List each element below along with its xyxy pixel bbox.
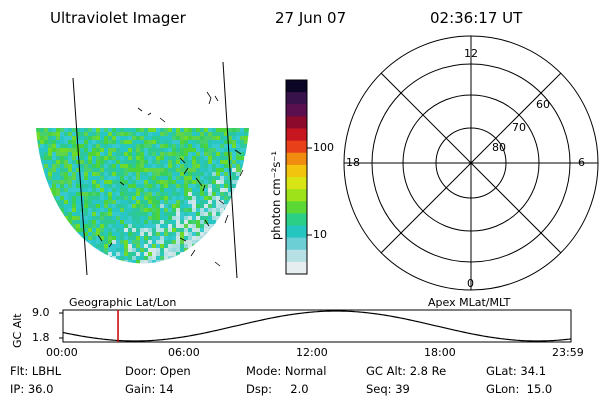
orbit-altitude-curve: [62, 310, 572, 342]
geographic-projection-label: Geographic Lat/Lon: [69, 296, 177, 309]
colorbar-swatch: [286, 249, 307, 263]
uv-image-map: [36, 61, 249, 279]
colorbar-swatch: [286, 128, 307, 142]
mlat-label-70: 70: [512, 121, 526, 134]
colorbar-swatch: [286, 140, 307, 154]
info-glat: GLat: 34.1: [486, 364, 547, 378]
instrument-title: Ultraviolet Imager: [50, 9, 186, 27]
colorbar-swatch: [286, 164, 307, 178]
mlt-label-18: 18: [346, 156, 360, 169]
colorbar-swatch: [286, 201, 307, 214]
colorbar-swatch: [286, 92, 307, 105]
time-tick-0000: 00:00: [46, 346, 78, 359]
colorbar: [285, 79, 312, 275]
colorbar-swatch: [286, 152, 307, 166]
info-gain: Gain: 14: [125, 382, 174, 396]
colorbar-unit-label: photon cm⁻²s⁻¹: [269, 151, 283, 240]
altitude-plot: [59, 309, 572, 343]
colorbar-tick-10: 10: [313, 228, 327, 241]
mlt-label-12: 12: [464, 47, 478, 60]
info-dsp: Dsp: 2.0: [246, 382, 309, 396]
time-tick-2359: 23:59: [552, 346, 584, 359]
date-label: 27 Jun 07: [275, 9, 347, 27]
info-ip: IP: 36.0: [10, 382, 54, 396]
apex-projection-label: Apex MLat/MLT: [428, 296, 511, 309]
colorbar-swatch: [286, 80, 307, 93]
longitude-line: [222, 61, 238, 279]
mlt-label-0: 0: [467, 277, 474, 290]
info-mode: Mode: Normal: [246, 364, 327, 378]
mlt-label-6: 6: [578, 156, 585, 169]
info-seq: Seq: 39: [366, 382, 410, 396]
alt-tick-9: 9.0: [32, 306, 50, 319]
colorbar-swatch: [286, 213, 307, 227]
time-tick-1200: 12:00: [296, 346, 328, 359]
colorbar-swatch: [286, 261, 307, 275]
info-door: Door: Open: [125, 364, 191, 378]
polar-plot: [343, 35, 599, 291]
longitude-line: [72, 77, 88, 276]
info-gc-alt: GC Alt: 2.8 Re: [366, 364, 447, 378]
colorbar-swatch: [286, 237, 307, 251]
info-filter: Flt: LBHL: [10, 364, 62, 378]
time-label: 02:36:17 UT: [430, 9, 523, 27]
time-tick-1800: 18:00: [424, 346, 456, 359]
coastline: [97, 91, 244, 267]
mlat-label-60: 60: [536, 98, 550, 111]
colorbar-tick-100: 100: [313, 141, 334, 154]
time-tick-0600: 06:00: [168, 346, 200, 359]
colorbar-swatch: [286, 225, 307, 239]
mlat-label-80: 80: [492, 141, 506, 154]
alt-tick-1-8: 1.8: [32, 331, 50, 344]
colorbar-swatch: [286, 104, 307, 117]
info-glon: GLon: 15.0: [486, 382, 553, 396]
colorbar-swatch: [286, 177, 307, 190]
colorbar-swatch: [286, 189, 307, 202]
gc-alt-axis-title: GC Alt: [11, 313, 24, 348]
colorbar-swatch: [286, 116, 307, 130]
